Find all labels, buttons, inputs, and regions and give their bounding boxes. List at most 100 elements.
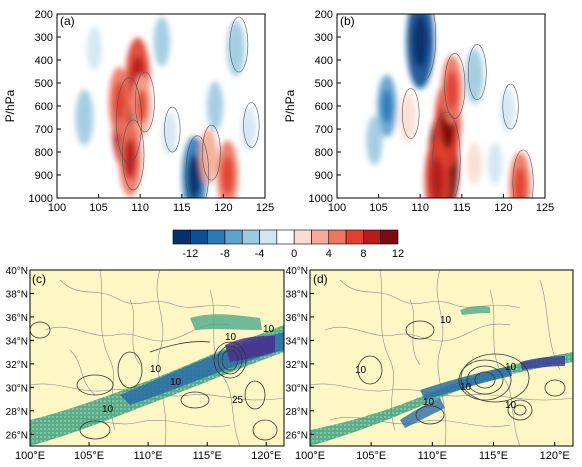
colorbar-swatch — [190, 229, 208, 245]
panel-d-background — [310, 270, 573, 446]
panel-a-feature-core-5 — [136, 88, 148, 124]
panel-d-ytick-label: 40°N — [286, 266, 308, 277]
panel-b-feature-8 — [366, 115, 383, 166]
panel-c-contour-label-4: 10 — [263, 324, 275, 335]
panel-d-xtick-label: 110°E — [418, 450, 447, 462]
panel-b-ytick-label: 400 — [315, 55, 333, 67]
panel-b-contour-3 — [444, 53, 466, 119]
panel-a-ytick-label: 500 — [35, 78, 53, 90]
panel-b-contour-1 — [432, 111, 461, 198]
panel-b-xtick-label: 120 — [494, 202, 512, 214]
panel-b-label: (b) — [340, 14, 355, 28]
panel-d-ytick-label: 34°N — [286, 336, 308, 347]
panel-b-contour-5 — [410, 14, 437, 81]
panel-b-contours — [402, 14, 534, 198]
panel-c-ytick-label: 32°N — [6, 360, 28, 371]
panel-b-contour-9 — [512, 149, 534, 198]
panel-a-feature-15 — [240, 107, 256, 151]
panel-b-feature-13 — [500, 89, 515, 133]
panel-a-feature-10 — [153, 16, 171, 67]
panel-c-xtick-label: 100°E — [15, 450, 45, 462]
panel-c-frame — [29, 269, 285, 447]
panel-b-contour-13 — [502, 83, 519, 130]
panel-a-contour-15 — [243, 102, 260, 148]
panel-a-contour-13 — [164, 106, 181, 153]
panel-b-ytick-label: 200 — [315, 9, 333, 21]
colorbar-swatch — [224, 229, 243, 245]
panel-d-xtick-label: 105°E — [356, 450, 386, 462]
panel-a-xtick-label: 105 — [89, 202, 107, 214]
panel-c-ytick-label: 26°N — [6, 430, 28, 441]
panel-a-ytick-label: 400 — [35, 55, 53, 67]
panel-c-ytick-label: 38°N — [6, 289, 28, 300]
panel-a-ylabel: P/hPa — [3, 89, 17, 122]
panel-b-xtick-label: 100 — [328, 202, 346, 214]
panel-b-ytick-label: 700 — [315, 124, 333, 136]
panel-a-contour-9 — [202, 124, 221, 181]
panel-d-contour-label-5: 10 — [505, 362, 517, 373]
panel-b-feature-core-4 — [430, 157, 444, 198]
panel-d-xtick-label: 100°E — [295, 450, 325, 462]
panel-b-feature-core-9 — [514, 167, 526, 198]
panel-d-contour-label-6: 10 — [505, 400, 517, 411]
panel-a-contours — [116, 16, 260, 198]
panel-c-ytick-label: 28°N — [6, 407, 28, 418]
panel-a-feature-16 — [62, 145, 77, 182]
panel-d-ytick-label: 38°N — [286, 289, 308, 300]
colorbar-swatch — [172, 229, 191, 245]
panel-a-feature-11 — [226, 20, 245, 77]
panel-c-label: (c) — [32, 272, 46, 286]
panel-c-ytick-label: 34°N — [6, 336, 28, 347]
panel-b-ytick-label: 600 — [315, 101, 333, 113]
colorbar-swatch — [276, 229, 295, 245]
panel-d-ytick-label: 30°N — [286, 383, 308, 394]
panel-a-contour-3 — [122, 119, 145, 191]
panel-c-xtick-label: 120°E — [251, 450, 281, 462]
panel-b-ylabel: P/hPa — [283, 89, 297, 122]
colorbar-swatch — [380, 229, 399, 245]
panel-d-ytick-label: 28°N — [286, 407, 308, 418]
panel-b-feature-11 — [399, 92, 416, 143]
colorbar-swatch — [207, 229, 226, 245]
panel-a-contour-1 — [116, 77, 142, 164]
panel-a-xtick-label: 100 — [48, 202, 66, 214]
panel-b-feature-10 — [487, 141, 503, 186]
panel-c-contour-label-3: 10 — [170, 377, 182, 388]
colorbar-tick-label: -12 — [182, 248, 198, 260]
panel-b-ytick-label: 300 — [315, 32, 333, 44]
panel-b-xtick-label: 115 — [453, 202, 471, 214]
panel-d-contour-label-3: 10 — [423, 397, 435, 408]
panel-a-feature-core-4 — [113, 82, 126, 121]
panel-a-feature-core-7 — [187, 154, 201, 198]
colorbar-swatch — [328, 229, 347, 245]
panel-a-contour-11 — [229, 16, 249, 73]
panel-d-contours — [357, 320, 566, 425]
panel-a-contour-5 — [134, 71, 155, 133]
panel-d-ytick-label: 26°N — [286, 430, 308, 441]
colorbar-swatch — [345, 229, 364, 245]
panel-c-xtick-label: 105°E — [74, 450, 104, 462]
colorbar-swatch — [241, 229, 260, 245]
panel-c-contours — [30, 321, 278, 441]
panel-a-label: (a) — [60, 14, 75, 28]
colorbar-swatch — [259, 229, 278, 245]
colorbar-tick-label: 4 — [326, 248, 332, 260]
panel-d-xtick-label: 115°E — [479, 450, 508, 462]
panel-d-ytick-label: 32°N — [286, 360, 308, 371]
panel-b: 100 105 110 115 120 125 200 300 400 500 600 700 800 9… — [283, 9, 554, 214]
colorbar-tick-label: -4 — [255, 248, 265, 260]
colorbar-swatch — [363, 229, 381, 245]
panel-a-feature-13 — [161, 112, 177, 156]
colorbar: -12 -8 -4 0 4 8 12 — [172, 229, 404, 260]
panel-d-xtick-label: 120°E — [540, 450, 570, 462]
panel-b-feature-core-6 — [381, 88, 393, 124]
panel-a-ytick-label: 600 — [35, 101, 53, 113]
panel-b-xtick-label: 125 — [536, 202, 554, 214]
panel-a-contour-7 — [185, 135, 209, 198]
panel-b-ytick-label: 900 — [315, 170, 333, 182]
panel-d-contour-label-4: 10 — [460, 382, 472, 393]
panel-a-feature-core-8 — [221, 156, 234, 194]
panel-b-ytick-label: 500 — [315, 78, 333, 90]
panel-a-xtick-label: 125 — [256, 202, 274, 214]
